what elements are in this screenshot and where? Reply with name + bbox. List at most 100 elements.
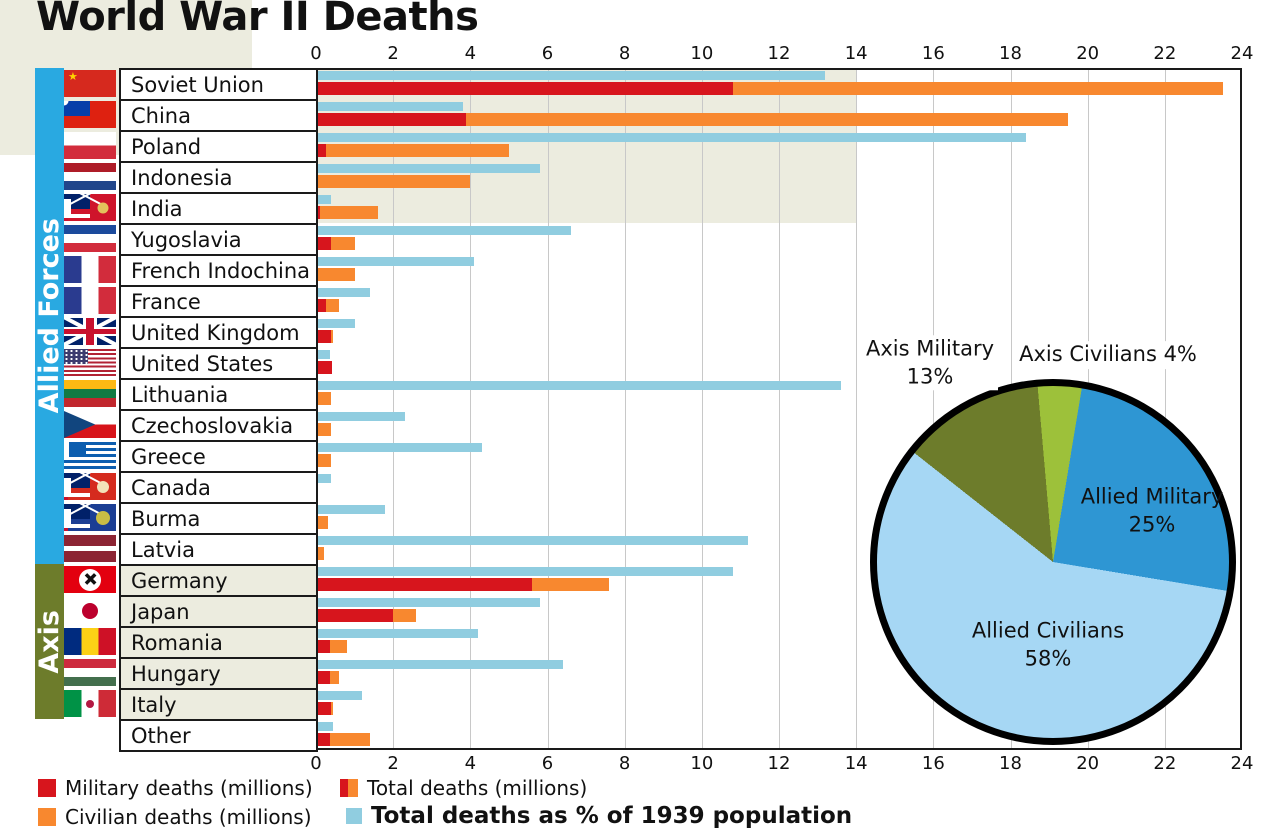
country-label-box: Greece (119, 440, 318, 473)
bar-military (316, 299, 326, 312)
axis-tick-top: 22 (1153, 43, 1177, 64)
bar-pct-population (316, 102, 463, 111)
flag-icon (64, 504, 116, 531)
bar-pct-population (316, 350, 330, 359)
axis-tick-top: 18 (999, 43, 1022, 64)
bar-civilian (393, 609, 417, 622)
bar-military (316, 671, 330, 684)
country-label-box: Yugoslavia (119, 223, 318, 256)
flag-emblem-disc (97, 202, 109, 213)
greece-cross (64, 456, 86, 461)
bar-military (316, 361, 333, 374)
bar-civilian (316, 547, 324, 560)
flag-canton (64, 194, 102, 221)
bar-civilian (316, 175, 471, 188)
flag-icon (64, 628, 116, 655)
country-label-box: Indonesia (119, 161, 318, 194)
bar-pct-population (316, 474, 332, 483)
bar-pct-population (316, 412, 405, 421)
bar-pct-population (316, 288, 371, 297)
country-label-box: Lithuania (119, 378, 318, 411)
flag-icon (64, 287, 116, 314)
legend-swatch-military (38, 779, 56, 797)
flag-icon (64, 194, 116, 221)
bar-pct-population (316, 71, 826, 80)
axis-tick-top: 2 (387, 43, 399, 64)
bar-pct-population (316, 195, 332, 204)
flag-icon (64, 442, 116, 469)
group-label-axis: Axis (34, 609, 65, 674)
bar-military (316, 237, 332, 250)
jack-cross-white (64, 492, 90, 498)
country-label-box: Soviet Union (119, 68, 318, 101)
axis-tick-top: 6 (541, 43, 554, 64)
flag-icon: ✚ (64, 566, 116, 593)
country-label-box: French Indochina (119, 254, 318, 287)
canton-disc (64, 101, 69, 106)
axis-tick-bottom: 2 (387, 753, 399, 774)
bar-military (316, 82, 733, 95)
bar-pct-population (316, 505, 386, 514)
axis-tick-top: 4 (464, 43, 477, 64)
flag-canton (64, 473, 102, 500)
axis-tick-bottom: 8 (618, 753, 631, 774)
bar-civilian (466, 113, 1069, 126)
country-label-box: Poland (119, 130, 318, 163)
legend-label-civilian: Civilian deaths (millions) (65, 805, 312, 829)
axis-tick-bottom: 12 (767, 753, 791, 774)
bar-military (316, 733, 330, 746)
bar-civilian (331, 237, 355, 250)
bar-pct-population (316, 598, 540, 607)
bar-civilian (316, 268, 355, 281)
country-label-box: India (119, 192, 318, 225)
axis-tick-bottom: 22 (1153, 753, 1177, 774)
bar-civilian (325, 144, 509, 157)
legend-label-total: Total deaths (millions) (367, 776, 588, 800)
pie-chart (870, 379, 1236, 745)
flag-emblem-disc (96, 510, 110, 525)
flag-icon (64, 597, 116, 624)
axis-tick-top: 24 (1230, 43, 1254, 64)
country-label-box: United States (119, 347, 318, 380)
flag-icon (64, 535, 116, 562)
bar-pct-population (316, 629, 479, 638)
bar-pct-population (316, 164, 540, 173)
bar-military (316, 578, 533, 591)
country-label-box: Germany (119, 564, 318, 597)
country-label-box: France (119, 285, 318, 318)
bar-civilian (316, 454, 332, 467)
gridline (624, 68, 626, 750)
flag-icon (64, 411, 116, 438)
legend-item-pct-population: Total deaths as % of 1939 population (346, 803, 852, 829)
plot-area (316, 68, 1242, 750)
pie-label-allied-civilians: Allied Civilians 58% (971, 618, 1125, 670)
pie-label-axis-military: Axis Military 13% (861, 335, 999, 391)
flag-icon (64, 690, 116, 717)
flag-emblem-disc (86, 699, 94, 708)
group-band-axis: Axis (34, 564, 65, 719)
legend-item-total: Total deaths (millions) (340, 776, 587, 800)
flag-icon (64, 163, 116, 190)
flag-icon (64, 349, 116, 376)
bar-civilian (316, 516, 328, 529)
bar-pct-population (316, 443, 482, 452)
axis-tick-top: 14 (844, 43, 868, 64)
axis-tick-bottom: 16 (921, 753, 945, 774)
group-band-allied: Allied Forces (34, 68, 65, 564)
axis-tick-top: 10 (690, 43, 714, 64)
legend-swatch-total (340, 779, 358, 797)
greece-cross (64, 442, 69, 457)
flag-emblem-disc: ✚ (78, 566, 104, 592)
group-label-allied: Allied Forces (34, 218, 65, 414)
flag-icon (64, 318, 116, 345)
axis-tick-bottom: 6 (541, 753, 554, 774)
bar-military (316, 609, 394, 622)
chart-title: World War II Deaths (36, 0, 479, 40)
legend-label-pct-population: Total deaths as % of 1939 population (371, 803, 853, 829)
axis-tick-bottom: 20 (1076, 753, 1100, 774)
gridline (701, 68, 703, 750)
bar-military (316, 144, 326, 157)
bar-pct-population (316, 536, 749, 545)
axis-tick-top: 0 (310, 43, 322, 64)
flag-icon (64, 256, 116, 283)
